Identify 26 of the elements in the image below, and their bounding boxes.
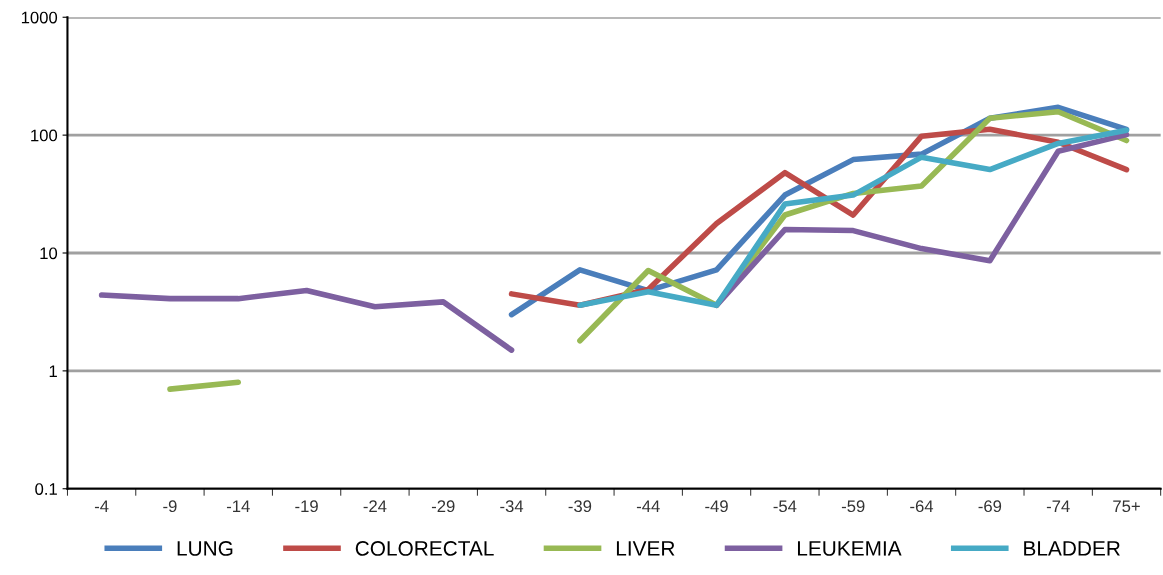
x-tick-label: -34 <box>500 500 524 513</box>
legend-label: LUNG <box>177 541 233 556</box>
x-tick-label: -9 <box>163 500 177 513</box>
legend-label: BLADDER <box>1024 541 1120 556</box>
x-tick-label: -44 <box>636 500 660 512</box>
x-tick-label: -19 <box>295 500 318 513</box>
y-tick-label: 100 <box>31 129 58 142</box>
y-tick-label: 1000 <box>21 11 58 24</box>
x-tick-label: -74 <box>1046 500 1070 512</box>
x-tick-label: -59 <box>841 500 865 513</box>
x-tick-label: -49 <box>705 500 728 513</box>
x-tick-label: -64 <box>910 500 934 513</box>
x-tick-label: -4 <box>94 500 109 512</box>
y-tick-label: 0.1 <box>35 483 57 495</box>
x-tick-label: -29 <box>431 500 455 513</box>
legend-label: COLORECTAL <box>355 541 494 556</box>
x-tick-label: -39 <box>568 500 592 513</box>
y-tick-label: 10 <box>40 247 58 260</box>
x-tick-label: -14 <box>226 500 250 512</box>
x-tick-label: -54 <box>773 500 797 513</box>
legend-label: LIVER <box>616 541 675 556</box>
legend-label: LEUKEMIA <box>797 541 902 556</box>
x-tick-label: 75+ <box>1113 500 1140 513</box>
x-tick-label: -69 <box>978 500 1002 513</box>
x-tick-label: -24 <box>363 500 387 512</box>
y-tick-label: 1 <box>49 365 57 377</box>
